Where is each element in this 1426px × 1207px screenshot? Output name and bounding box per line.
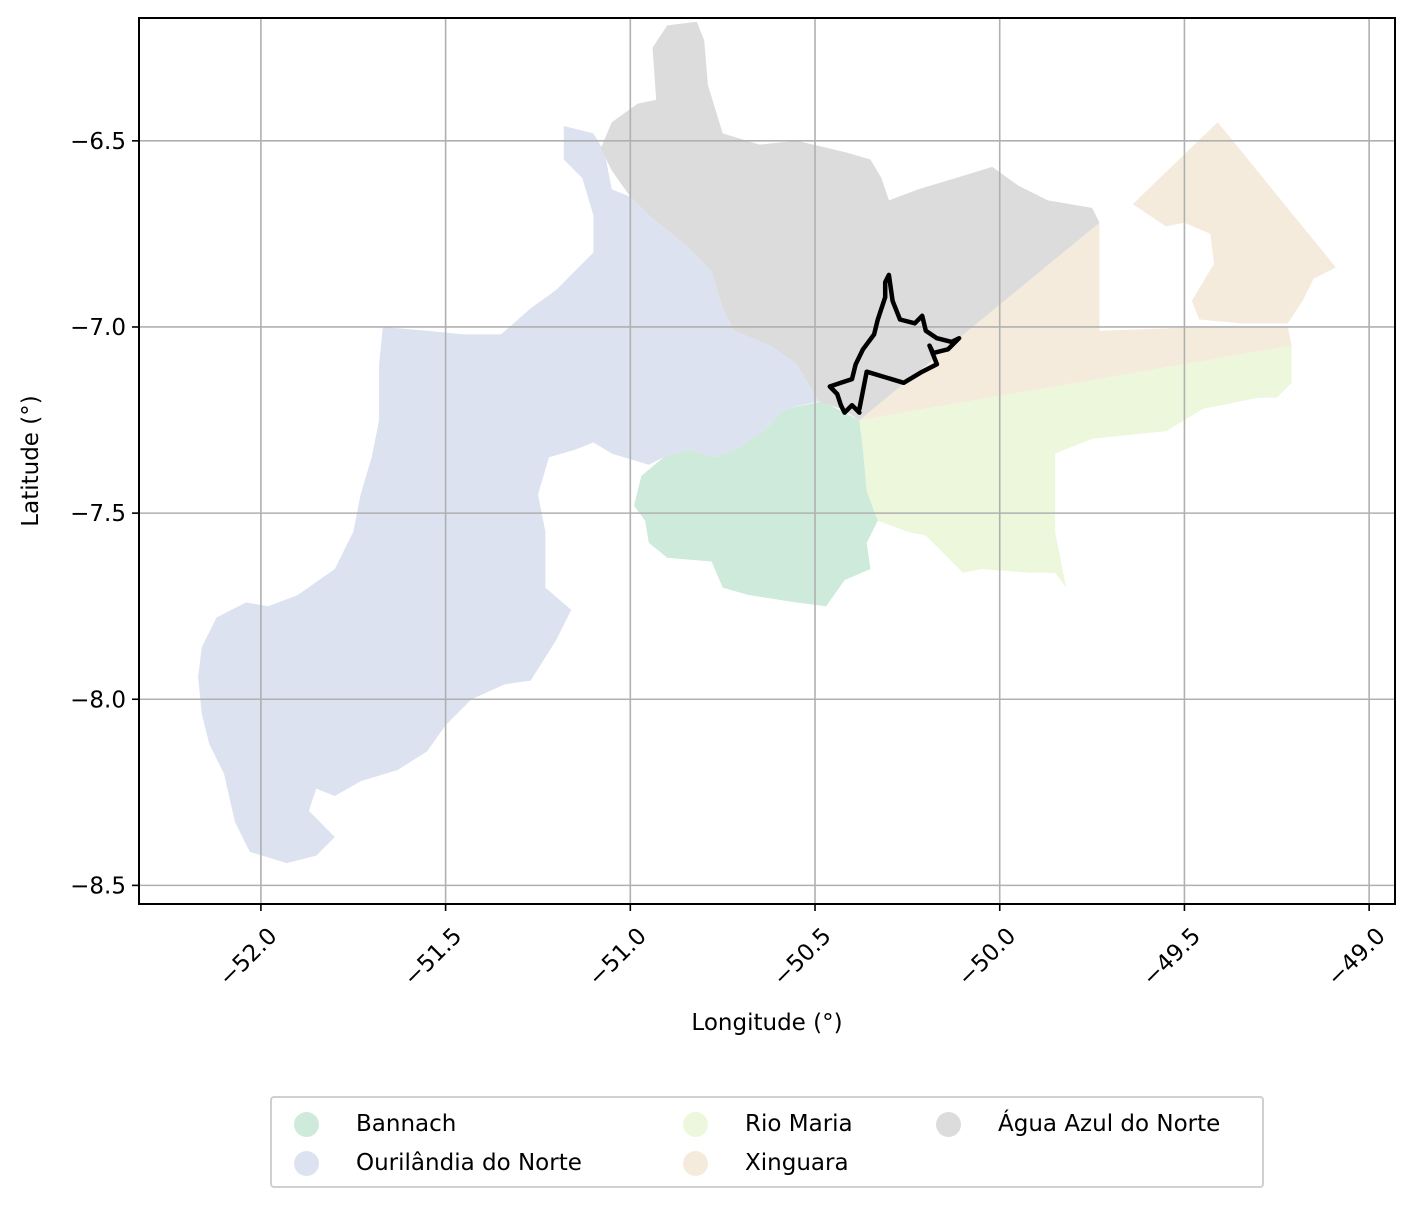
x-tick-label: −50.0: [953, 923, 1021, 991]
y-tick-label: −7.5: [70, 501, 126, 527]
x-tick-label: −51.0: [584, 923, 652, 991]
y-tick-label: −6.5: [70, 129, 126, 155]
y-tick-label: −8.5: [70, 873, 126, 899]
legend-item-rio-maria: Rio Maria: [683, 1109, 853, 1139]
legend-swatch-agua-azul-do-norte: [936, 1111, 961, 1137]
x-tick-label: −49.0: [1322, 923, 1390, 991]
legend-label-ourilandia-do-norte: Ourilândia do Norte: [356, 1150, 582, 1176]
legend-swatch-xinguara: [683, 1150, 708, 1176]
region-agua-azul-do-norte: [600, 21, 1100, 421]
legend-label-rio-maria: Rio Maria: [745, 1111, 853, 1137]
region-rio-maria: [859, 345, 1292, 588]
legend-item-bannach: Bannach: [294, 1109, 456, 1139]
y-tick-label: −8.0: [70, 687, 126, 713]
x-tick-label: −49.5: [1138, 923, 1206, 991]
legend-label-xinguara: Xinguara: [745, 1150, 849, 1176]
legend-label-agua-azul-do-norte: Água Azul do Norte: [998, 1111, 1221, 1137]
route-layer: [827, 272, 962, 415]
grid-layer: [139, 18, 1395, 904]
survey-route-line: [827, 272, 962, 415]
legend-swatch-rio-maria: [683, 1111, 708, 1137]
legend-swatch-ourilandia-do-norte: [294, 1150, 319, 1176]
legend-swatch-bannach: [294, 1111, 319, 1137]
region-bannach: [634, 401, 878, 607]
y-axis-label: Latitude (°): [18, 395, 44, 526]
legend-item-agua-azul-do-norte: Água Azul do Norte: [936, 1109, 1220, 1139]
x-tick-label: −50.5: [768, 923, 836, 991]
region-xinguara-north: [1132, 122, 1336, 324]
legend-item-ourilandia-do-norte: Ourilândia do Norte: [294, 1148, 582, 1178]
legend-item-xinguara: Xinguara: [683, 1148, 849, 1178]
x-tick-label: −52.0: [214, 923, 282, 991]
legend-label-bannach: Bannach: [356, 1111, 457, 1137]
plot-frame: [138, 17, 1396, 905]
legend: Bannach Ourilândia do Norte Rio Maria Xi…: [270, 1096, 1264, 1188]
x-tick-label: −51.5: [399, 923, 467, 991]
region-ourilandia-do-norte: [198, 126, 819, 864]
x-axis-label: Longitude (°): [691, 1010, 842, 1036]
regions-layer: [198, 21, 1336, 864]
y-tick-label: −7.0: [70, 315, 126, 341]
region-xinguara: [859, 222, 1292, 421]
